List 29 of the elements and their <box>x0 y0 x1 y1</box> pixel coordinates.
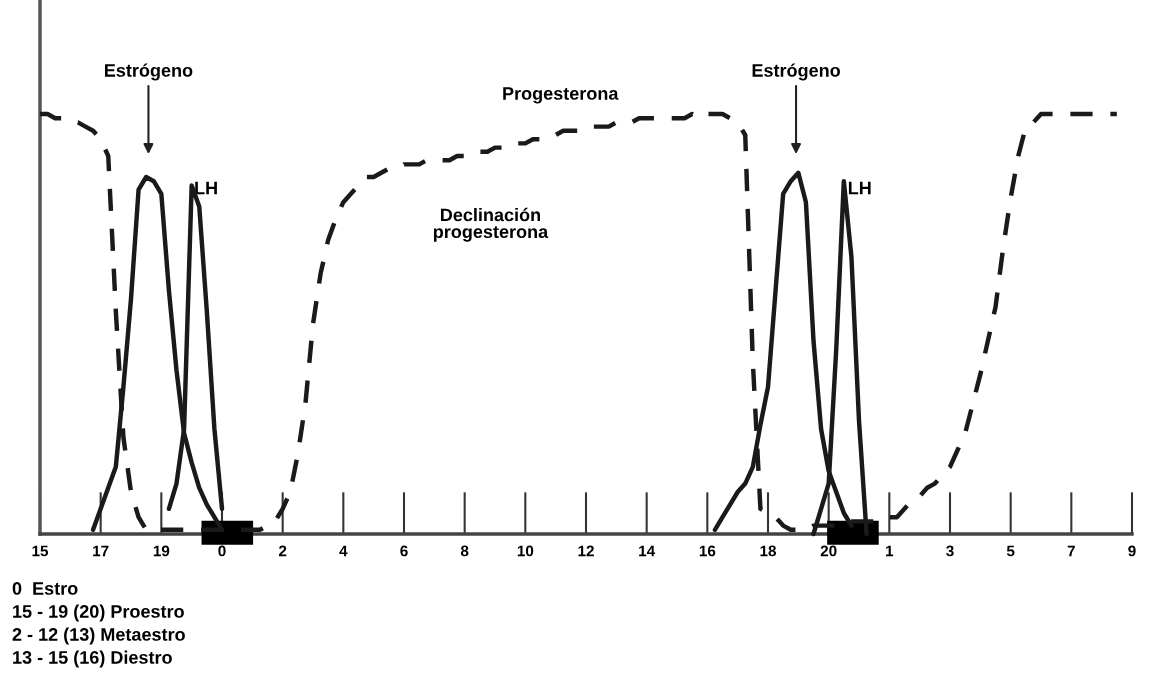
text: 0 Estro <box>12 582 78 595</box>
x-tick-label: 12 <box>578 545 594 557</box>
x-tick-label: 17 <box>93 545 109 557</box>
annotation: Declinación progesterona <box>433 207 549 242</box>
text: Estrógeno <box>105 63 193 81</box>
x-tick-label: 19 <box>153 545 170 557</box>
x-tick-label: 8 <box>460 545 469 557</box>
x-tick-label: 1 <box>886 545 894 557</box>
text: 15 - 19 (20) Proestro <box>13 604 184 622</box>
x-tick-label: 10 <box>517 545 534 557</box>
annotation: LH <box>195 181 217 195</box>
text: 13 - 15 (16) Diestro <box>13 650 172 668</box>
x-tick-label: 14 <box>639 545 656 557</box>
x-tick-label: 5 <box>1006 545 1015 557</box>
text: Progesterona <box>503 87 619 104</box>
x-tick-label: 18 <box>760 545 777 557</box>
x-tick-label: 9 <box>1128 545 1136 557</box>
x-tick-label: 2 <box>278 545 287 557</box>
x-tick-label: 3 <box>946 545 954 557</box>
x-tick-label: 0 <box>218 545 226 557</box>
x-tick-label: 6 <box>400 545 408 557</box>
text: Estrógeno <box>752 63 840 81</box>
x-tick-label: 16 <box>699 545 716 557</box>
x-tick-label: 4 <box>339 545 348 557</box>
x-tick-label: 20 <box>820 545 837 557</box>
x-tick-label: 7 <box>1067 545 1075 557</box>
annotation: LH <box>848 181 871 195</box>
x-tick-label: 15 <box>32 545 49 557</box>
text: 2 - 12 (13) Metaestro <box>12 627 185 645</box>
